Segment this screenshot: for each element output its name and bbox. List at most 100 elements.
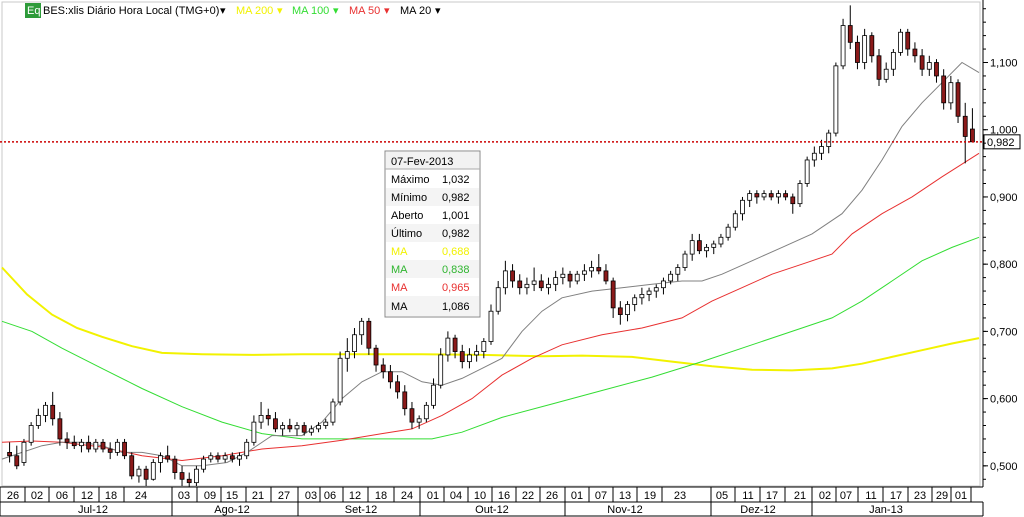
ma20-legend[interactable]: MA 20 (400, 5, 431, 17)
candle (201, 455, 206, 473)
ma50-legend-arrow[interactable]: ▾ (384, 5, 390, 17)
candle-body (546, 283, 551, 289)
candle-body (574, 273, 580, 282)
candle (79, 438, 84, 453)
tooltip-open-value: 1,001 (442, 210, 470, 222)
x-tick-label: 03 (305, 490, 317, 502)
candle (898, 28, 903, 56)
candle-body (696, 240, 702, 252)
candle (366, 317, 372, 355)
candle (344, 338, 350, 372)
candle-body (459, 351, 465, 363)
candle (208, 452, 214, 463)
candle (625, 301, 630, 322)
candle-body (560, 273, 566, 279)
candle (150, 459, 156, 481)
candle (280, 422, 286, 436)
candle (409, 401, 415, 429)
candle-body (186, 478, 192, 484)
tooltip-row-bg (386, 188, 479, 206)
candle-body (258, 415, 264, 423)
candle (661, 277, 666, 295)
candle (747, 190, 753, 208)
y-tick-label: 0,500 (990, 461, 1018, 473)
plot-frame (1, 1, 981, 487)
candle-body (265, 415, 271, 420)
ma50-legend[interactable]: MA 50 (349, 5, 380, 17)
symbol-title-arrow[interactable]: ▾ (220, 5, 226, 17)
candle (388, 365, 393, 389)
tooltip-row-bg (386, 278, 479, 296)
candle-body (948, 82, 954, 104)
tooltip-row-bg (386, 170, 479, 188)
y-tick-label: 0,800 (990, 259, 1018, 271)
ma20-legend-arrow[interactable]: ▾ (435, 5, 441, 17)
ma200-legend[interactable]: MA 200 (236, 5, 273, 17)
candle (711, 240, 717, 255)
month-label: Jul-12 (78, 504, 108, 516)
tooltip-low-value: 0,982 (442, 192, 470, 204)
x-tick-label: 07 (595, 490, 607, 502)
ma100-legend-arrow[interactable]: ▾ (333, 5, 339, 17)
ma20-line (1, 61, 980, 467)
candle-body (833, 65, 839, 134)
candle-body (445, 337, 451, 356)
candle (114, 438, 120, 456)
candle-body (251, 421, 257, 443)
candle-body (632, 297, 638, 305)
candle-body (323, 421, 329, 426)
tooltip-low-label: Mínimo (391, 192, 427, 204)
candle (517, 274, 523, 295)
x-tick-label: 23 (674, 490, 686, 502)
candle (431, 378, 436, 409)
month-label: Set-12 (345, 504, 377, 516)
candle (955, 79, 961, 123)
candle-body (517, 280, 523, 289)
candle (14, 445, 20, 470)
candle-body (100, 441, 106, 450)
x-tick-label: 22 (522, 490, 534, 502)
candle-body (280, 425, 286, 430)
candle-body (682, 253, 688, 268)
candle (754, 190, 760, 204)
candle-body (388, 371, 393, 383)
candle-body (229, 455, 235, 460)
candle (797, 180, 803, 208)
y-tick-label: 1,000 (990, 125, 1018, 137)
ma200-legend-arrow[interactable]: ▾ (277, 5, 283, 17)
x-tick-label: 01 (571, 490, 583, 502)
candle-body (675, 267, 681, 275)
candle-body (819, 146, 824, 154)
x-tick-label: 13 (619, 490, 631, 502)
x-tick-label: 29 (936, 490, 948, 502)
candle (215, 452, 221, 463)
candle-body (14, 455, 20, 467)
tooltip-ma100-value: 0,838 (442, 264, 470, 276)
candle (7, 442, 12, 463)
y-tick-label: 0,900 (990, 192, 1018, 204)
x-tick-label: 19 (644, 490, 656, 502)
candle-body (718, 236, 724, 245)
candle-body (423, 404, 429, 420)
candle (783, 190, 788, 201)
chart-header: Eq BES:xlis Diário Hora Local (TMG+0) ▾ … (25, 3, 441, 18)
candle (57, 412, 63, 446)
candle-body (136, 468, 142, 477)
candle-body (732, 213, 738, 228)
ma100-legend[interactable]: MA 100 (292, 5, 329, 17)
tooltip-row-bg (386, 206, 479, 224)
candle-body (653, 287, 659, 292)
x-tick-label: 12 (349, 490, 361, 502)
x-tick-label: 17 (766, 490, 778, 502)
candle-body (567, 273, 573, 282)
candle-body (194, 468, 199, 484)
candle-body (826, 132, 832, 147)
candle (934, 59, 939, 83)
candle-body (661, 280, 666, 289)
eq-badge[interactable] (25, 3, 41, 18)
x-tick-label: 05 (716, 490, 728, 502)
candle (143, 465, 149, 486)
symbol-title[interactable]: BES:xlis Diário Hora Local (TMG+0) (43, 5, 219, 17)
candle (423, 401, 429, 423)
